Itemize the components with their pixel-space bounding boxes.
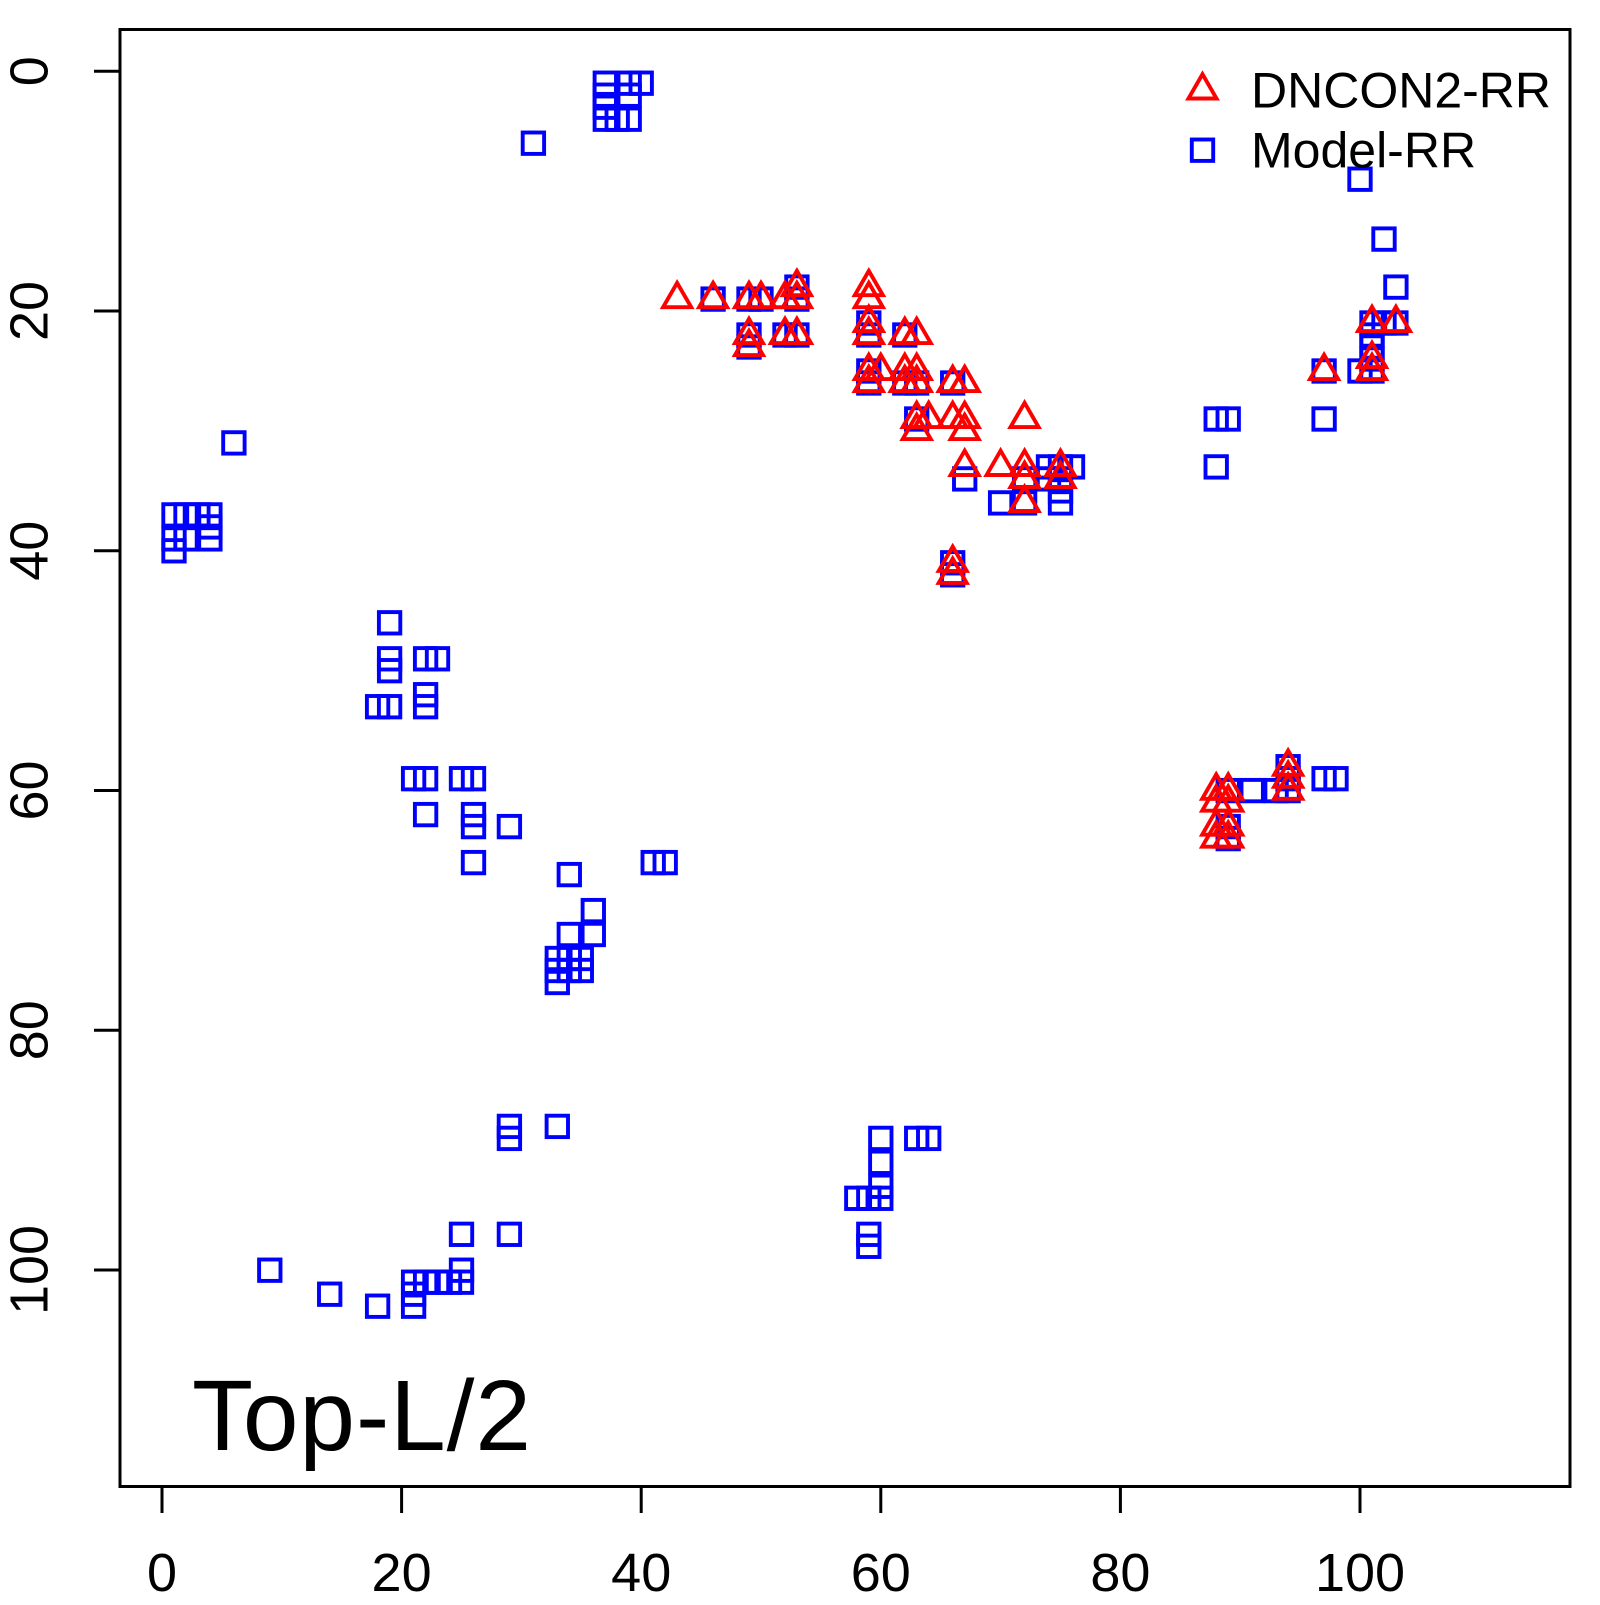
svg-text:60: 60 [0,760,60,820]
svg-text:40: 40 [0,521,60,581]
svg-text:60: 60 [851,1543,911,1600]
svg-text:100: 100 [1315,1543,1405,1600]
svg-text:DNCON2-RR: DNCON2-RR [1251,63,1551,119]
svg-text:0: 0 [147,1543,177,1600]
svg-text:20: 20 [372,1543,432,1600]
svg-text:0: 0 [0,56,60,86]
svg-text:100: 100 [0,1225,60,1315]
svg-text:20: 20 [0,281,60,341]
svg-text:Top-L/2: Top-L/2 [192,1360,531,1472]
svg-text:80: 80 [1090,1543,1150,1600]
svg-text:40: 40 [611,1543,671,1600]
svg-text:Model-RR: Model-RR [1251,123,1476,179]
svg-text:80: 80 [0,1000,60,1060]
